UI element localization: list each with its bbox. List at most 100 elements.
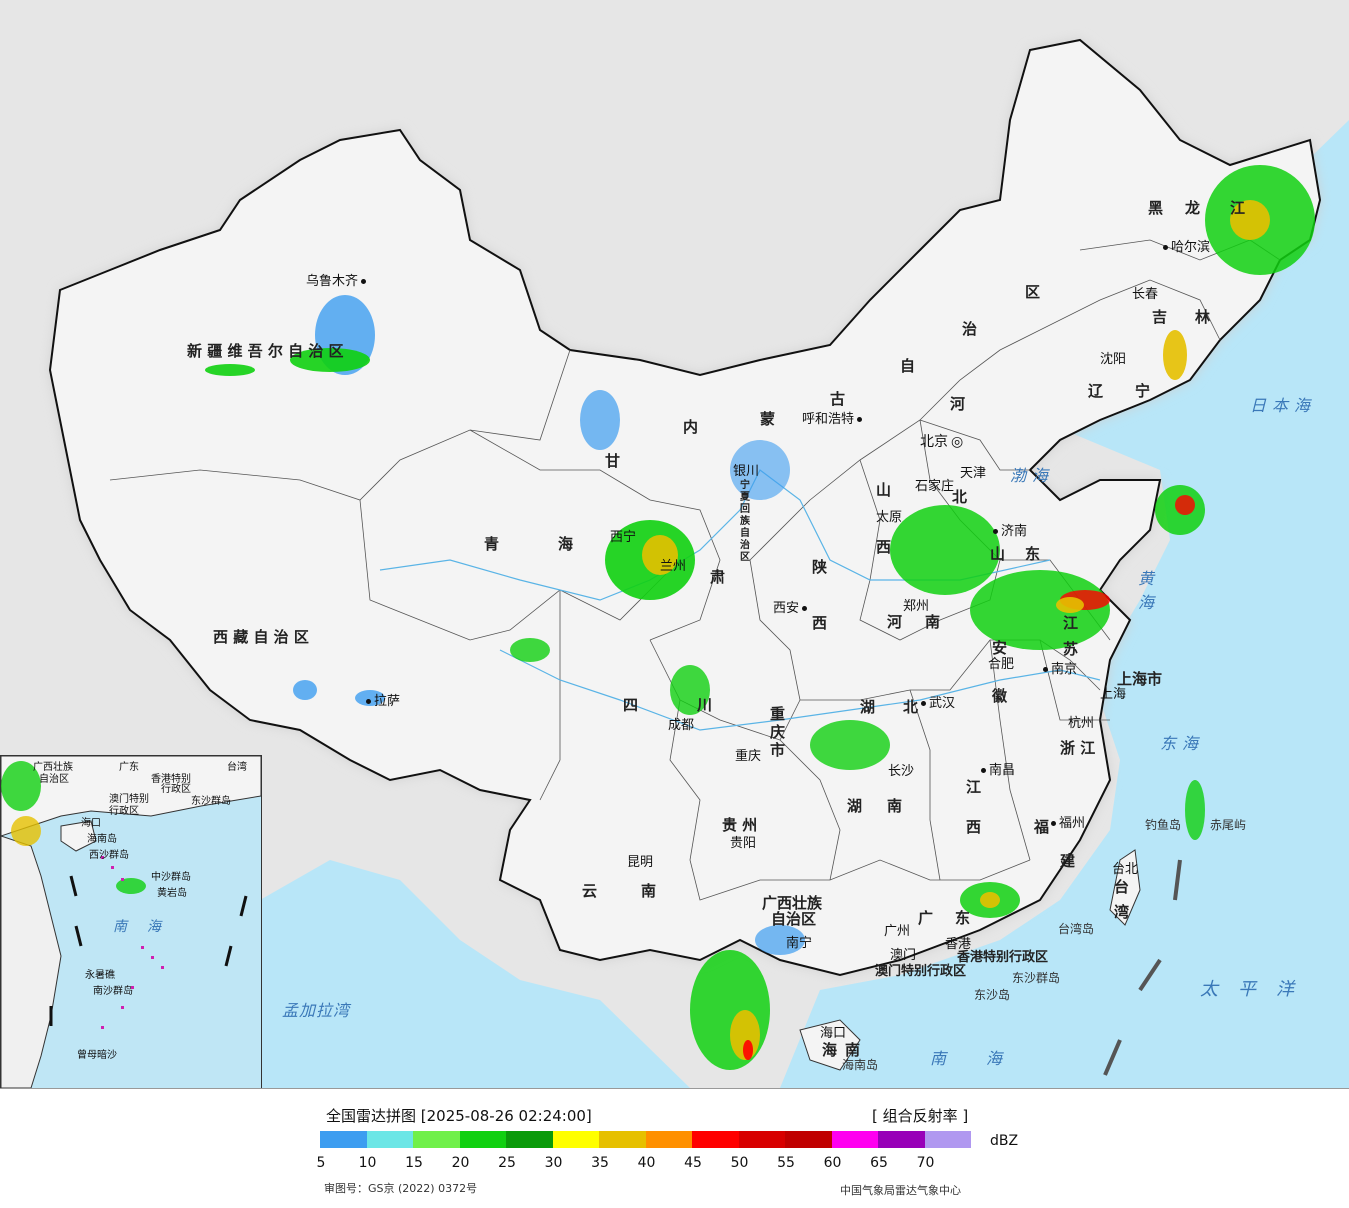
sea-east: 东海 (1160, 734, 1205, 753)
city-shijiazhuang: 石家庄 (915, 479, 955, 494)
color-scale-tick: 20 (451, 1155, 470, 1171)
city-lanzhou: 兰州 (660, 559, 687, 574)
province-henan-2: 南 (925, 613, 941, 631)
city-jinan: 济南 (990, 520, 1027, 539)
province-neimenggu-5: 治 (962, 320, 978, 338)
legend-title: 全国雷达拼图 [2025-08-26 02:24:00] (326, 1107, 592, 1125)
inset-label-huangyan: 黄岩岛 (157, 888, 187, 899)
province-gansu-1: 甘 (605, 452, 621, 470)
city-xining: 西宁 (610, 530, 637, 545)
province-liaoning-2: 宁 (1135, 382, 1151, 400)
color-swatch-5 (552, 1131, 599, 1148)
city-xian: 西安 (773, 597, 810, 616)
color-scale-tick: 40 (637, 1155, 656, 1171)
legend-unit: dBZ (990, 1133, 1019, 1149)
color-swatch-13 (924, 1131, 971, 1148)
province-hubei-1: 湖 (860, 698, 876, 716)
inset-label-macau-2: 行政区 (109, 806, 139, 817)
province-guangdong-2: 东 (955, 909, 971, 927)
province-macau: 澳门特别行政区 (875, 964, 967, 979)
city-shenyang: 沈阳 (1100, 352, 1127, 367)
approval-number: 审图号：GS京 (2022) 0372号 (324, 1182, 478, 1195)
island-dongsha2: 东沙岛 (974, 988, 1011, 1002)
province-hunan-2: 南 (887, 797, 903, 815)
island-hainan: 海南岛 (842, 1058, 879, 1072)
city-yinchuan: 银川 (733, 464, 760, 479)
city-hangzhou: 杭州 (1068, 716, 1095, 731)
inset-label-hk-2: 行政区 (161, 784, 191, 795)
color-swatch-2 (413, 1131, 460, 1148)
city-hefei: 合肥 (988, 657, 1015, 672)
province-heilongjiang-3: 江 (1230, 199, 1246, 217)
province-shaanxi-1: 陕 (812, 558, 828, 576)
city-tianjin: 天津 (960, 466, 987, 481)
color-scale-tick: 55 (777, 1155, 795, 1171)
province-hebei-2: 北 (952, 488, 968, 506)
inset-label-zengmu: 曾母暗沙 (77, 1050, 117, 1061)
inset-label-zhongsha: 中沙群岛 (151, 872, 191, 883)
sea-bohai: 渤海 (1010, 466, 1055, 485)
city-guangzhou: 广州 (884, 924, 911, 939)
legend-product: [ 组合反射率 ] (872, 1107, 969, 1125)
map-canvas (48, 38, 1349, 1088)
city-zhengzhou: 郑州 (903, 599, 930, 614)
sea-yellow: 黄海 (1138, 569, 1161, 612)
province-shaanxi-2: 西 (812, 614, 828, 632)
color-swatch-12 (878, 1131, 925, 1148)
inset-label-haikou: 海口 (81, 818, 101, 829)
province-anhui-1: 安 (992, 639, 1008, 657)
sea-bengal: 孟加拉湾 (282, 1001, 351, 1020)
city-hongkong: 香港 (945, 937, 972, 952)
city-changsha: 长沙 (888, 764, 915, 779)
province-hainan-2: 南 (845, 1041, 861, 1059)
inset-label-south-sea: 南海 (113, 919, 181, 935)
city-beijing: 北京 ◎ (920, 434, 964, 450)
color-scale-tick: 70 (916, 1155, 935, 1171)
province-neimenggu-2: 蒙 (760, 410, 776, 428)
color-swatch-0 (320, 1131, 367, 1148)
province-jiangxi-1: 江 (966, 778, 982, 796)
city-kunming: 昆明 (627, 855, 654, 870)
color-scale-tick: 65 (870, 1155, 888, 1171)
city-urumqi: 乌鲁木齐 (306, 270, 369, 289)
province-guizhou: 贵 州 (722, 816, 758, 834)
color-scale (320, 1131, 971, 1148)
province-hebei-1: 河 (950, 395, 966, 413)
city-macao: 澳门 (890, 948, 917, 963)
province-neimenggu-1: 内 (683, 418, 699, 436)
province-guangxi-2: 自治区 (771, 910, 817, 928)
province-shandong-2: 东 (1025, 545, 1041, 563)
inset-label-hainan: 海南岛 (87, 834, 117, 845)
color-scale-tick: 60 (823, 1155, 842, 1171)
color-swatch-3 (459, 1131, 506, 1148)
province-heilongjiang-1: 黑 (1148, 199, 1164, 217)
inset-label-taiwan: 台湾 (227, 762, 247, 773)
province-hk: 香港特别行政区 (957, 950, 1049, 965)
province-chongqing: 重庆市 (770, 705, 786, 759)
province-jiangsu-2: 苏 (1063, 640, 1079, 658)
color-swatch-11 (831, 1131, 878, 1148)
color-swatch-6 (599, 1131, 646, 1148)
city-chongqing: 重庆 (735, 749, 762, 764)
inset-label-macau-1: 澳门特别 (109, 794, 149, 805)
inset-label-xisha: 西沙群岛 (89, 850, 129, 861)
province-shanghai: 上海市 (1117, 670, 1163, 688)
province-fujian-2: 建 (1060, 852, 1076, 870)
city-nanning: 南宁 (786, 936, 813, 951)
island-taiwan: 台湾岛 (1058, 922, 1095, 936)
province-zhejiang: 浙 江 (1060, 739, 1096, 757)
inset-label-dongsha: 东沙群岛 (191, 796, 231, 807)
province-fujian-1: 福 (1034, 818, 1050, 836)
province-gansu-2: 肃 (710, 568, 726, 586)
inset-label-guangdong: 广东 (119, 762, 139, 773)
color-scale-tick: 30 (544, 1155, 563, 1171)
city-chengdu: 成都 (668, 718, 695, 733)
city-changchun: 长春 (1132, 287, 1159, 302)
color-scale-tick: 50 (730, 1155, 749, 1171)
color-scale-tick: 25 (498, 1155, 516, 1171)
province-heilongjiang-2: 龙 (1185, 199, 1201, 217)
color-swatch-1 (366, 1131, 413, 1148)
province-guangdong-1: 广 (918, 909, 934, 927)
province-anhui-2: 徽 (992, 687, 1008, 705)
color-scale-tick: 5 (316, 1155, 326, 1171)
